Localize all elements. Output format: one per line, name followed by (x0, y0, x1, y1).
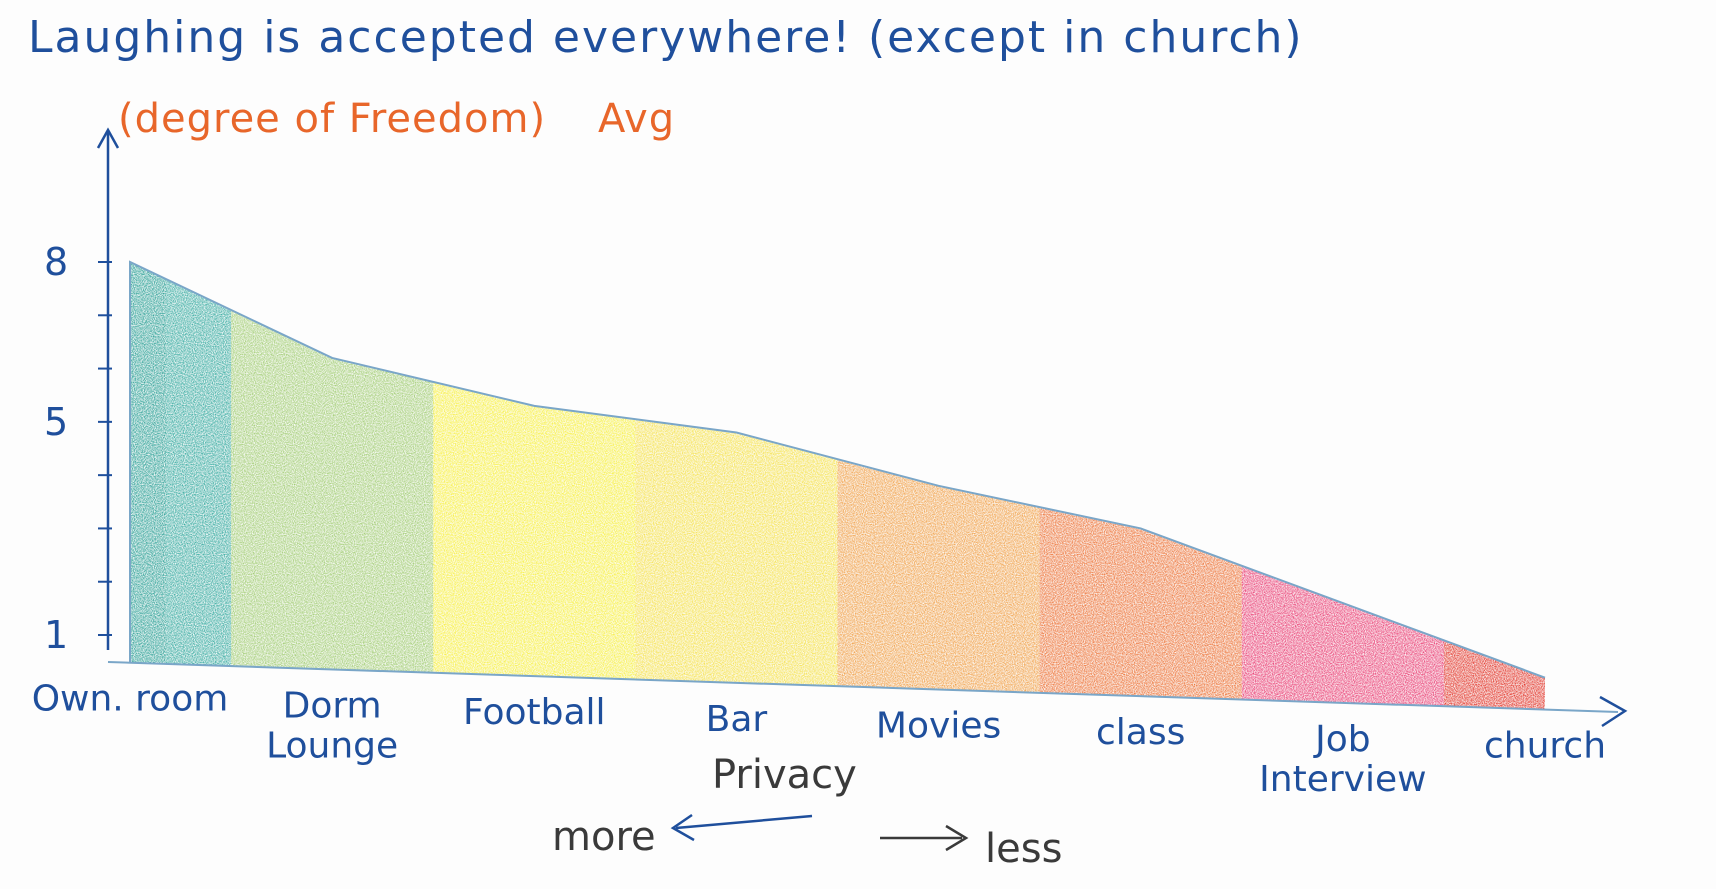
area-fill (130, 262, 1545, 710)
x-axis-arrow (1599, 695, 1628, 728)
more-arrow (670, 813, 813, 842)
less-arrow (880, 824, 969, 852)
area-band (231, 262, 436, 710)
x-tick-label: Job (1313, 719, 1371, 760)
area-band (635, 262, 840, 710)
x-tick-label: church (1484, 726, 1606, 767)
x-tick-label: Own. room (32, 679, 229, 720)
axes (96, 127, 1628, 728)
x-tick-label: Dorm (283, 685, 382, 726)
y-tick-label: 5 (44, 400, 68, 444)
x-tick-label: Lounge (266, 725, 398, 766)
chart-title: Laughing is accepted everywhere! (except… (28, 12, 1304, 63)
x-axis (107, 661, 1619, 713)
y-ticks: 1 5 8 (44, 240, 112, 657)
x-tick-label: Movies (876, 706, 1001, 747)
x-tick-label: class (1096, 712, 1185, 753)
area-band (1039, 262, 1244, 710)
y-axis-label-suffix: Avg (598, 96, 675, 142)
x-tick-label: Interview (1259, 759, 1426, 800)
x-axis-label: Privacy (712, 752, 857, 798)
x-direction-right: less (985, 826, 1062, 872)
area-band (130, 262, 166, 710)
y-axis-label: (degree of Freedom) (118, 96, 546, 142)
area-band (1241, 262, 1446, 710)
area-outline (129, 260, 1546, 679)
area-band (1443, 262, 1545, 710)
x-tick-label: Football (463, 692, 606, 733)
y-tick-label: 1 (44, 613, 68, 657)
x-tick-label: Bar (706, 699, 768, 740)
x-direction-left: more (552, 814, 656, 860)
y-axis-arrow (96, 127, 120, 149)
y-tick-label: 8 (44, 240, 68, 284)
area-band (837, 262, 1042, 710)
